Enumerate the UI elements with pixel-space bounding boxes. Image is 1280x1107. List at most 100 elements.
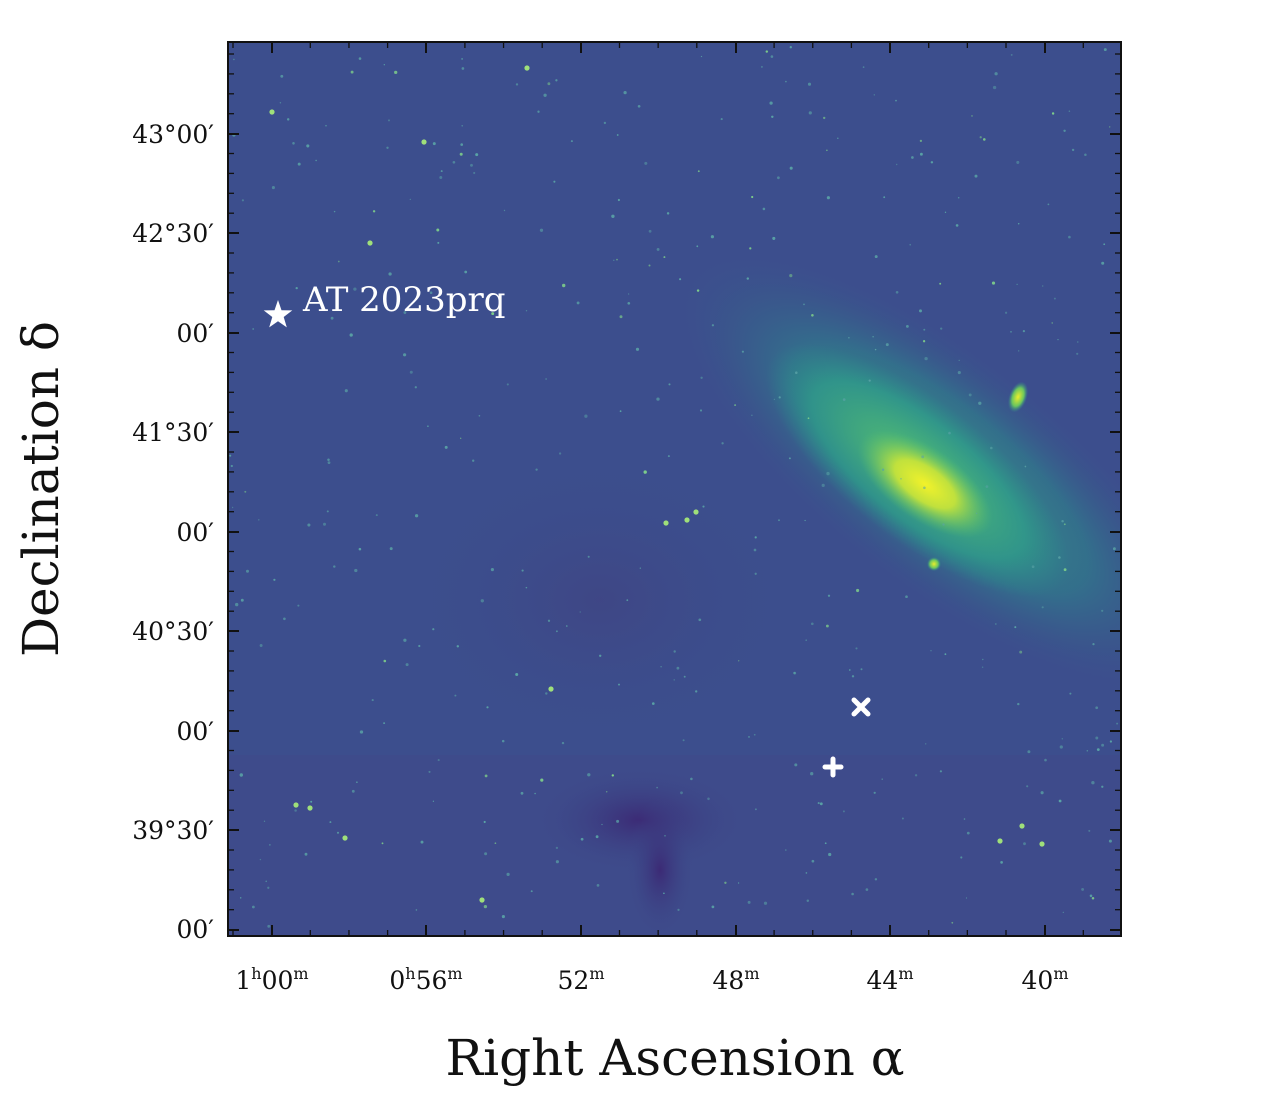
star-dot [1040, 791, 1044, 795]
star-dot [1044, 758, 1047, 762]
star-dot [901, 817, 904, 820]
star-dot [265, 880, 267, 883]
star-dot [454, 694, 457, 697]
star-dot [1010, 53, 1013, 56]
star-dot [494, 842, 497, 845]
star-dot [1086, 749, 1089, 752]
x-axis-label: Right Ascension α [445, 1029, 904, 1087]
dec-tick-label: 00′ [177, 319, 215, 348]
star-dot [230, 464, 233, 468]
star-dot [994, 623, 997, 625]
star-dot [1092, 642, 1095, 646]
star-dot [241, 199, 245, 202]
star-dot [350, 70, 354, 74]
star-dot [286, 118, 290, 121]
star-dot [329, 821, 332, 824]
star-dot [545, 378, 547, 380]
star-dot [648, 264, 651, 267]
star-dot [603, 121, 607, 125]
star-dot [616, 258, 618, 261]
galaxy-core [857, 430, 993, 538]
star-dot [905, 324, 909, 328]
star-dot [258, 519, 260, 521]
star-dot [837, 137, 839, 140]
star-dot [1042, 285, 1044, 287]
star-dot [874, 255, 878, 259]
star-dot [336, 831, 340, 834]
star-dot [909, 243, 911, 246]
star-dot [848, 669, 851, 671]
star-dot [695, 690, 698, 693]
star-dot [746, 277, 749, 280]
star-dot [710, 235, 714, 239]
star-dot [942, 523, 945, 526]
star-dot [895, 99, 897, 102]
star-dot [271, 186, 275, 190]
star-dot [356, 781, 358, 783]
star-dot [683, 675, 686, 678]
star-dot [778, 519, 780, 522]
ra-tick-labels: 1h00m 0h56m 52m 48m 44m 40m [235, 964, 1068, 995]
star-dot [259, 644, 263, 647]
star-dot [885, 343, 889, 347]
star-dot [587, 555, 590, 558]
star-dot [1096, 748, 1100, 751]
star-dot [506, 872, 510, 877]
ra-tick-label: 0h56m [389, 964, 462, 995]
ra-tick-label: 52m [558, 964, 605, 995]
star-dot [944, 211, 947, 213]
dec-tick-labels: 43°00′ 42°30′ 00′ 41°30′ 00′ 40°30′ 00′ … [132, 120, 214, 944]
dark-region-center [400, 450, 800, 750]
star-dot [754, 536, 757, 539]
star-dot [561, 741, 565, 745]
star-dot [968, 393, 972, 397]
star-dot [771, 115, 774, 119]
star-dot [576, 301, 580, 305]
star-dot [789, 166, 793, 170]
star-dot [1062, 911, 1064, 914]
axis-ticks [228, 42, 1121, 936]
star-dot [233, 58, 235, 61]
star-dot [648, 229, 652, 233]
star-dot [386, 146, 389, 149]
star-dot [930, 161, 934, 164]
plot-frame [227, 41, 1122, 937]
star-dot [1051, 322, 1053, 324]
star-dot [762, 207, 766, 211]
star-dot [626, 599, 629, 602]
star-dot [905, 595, 908, 599]
star-dot [643, 470, 647, 474]
star-dot [388, 272, 392, 276]
star-dot [337, 260, 340, 263]
star-dot [985, 485, 989, 488]
star-dot [472, 459, 475, 462]
bright-star [693, 509, 699, 515]
star-dot [826, 471, 830, 476]
star-dot [673, 679, 675, 681]
star-dot [663, 892, 665, 895]
star-dot [283, 617, 286, 621]
star-dot [480, 599, 484, 603]
star-dot [403, 638, 407, 642]
star-dot [269, 844, 271, 846]
star-dot [805, 872, 808, 874]
star-dot [765, 50, 769, 53]
star-dot [1010, 331, 1012, 333]
star-dot [711, 324, 715, 327]
star-dot [664, 834, 666, 837]
star-dot [741, 350, 744, 353]
star-dot [738, 660, 740, 662]
star-dot [1071, 148, 1075, 152]
star-dot [828, 852, 832, 857]
star-dot [601, 823, 603, 826]
star-dot [1091, 896, 1095, 900]
star-dot [868, 379, 871, 382]
star-dot [734, 404, 737, 407]
star-dot [810, 772, 814, 776]
star-dot [1057, 338, 1059, 341]
star-dot [432, 628, 435, 631]
star-marker-icon [263, 300, 293, 328]
star-dot [432, 142, 436, 146]
star-dot [280, 74, 284, 78]
bright-star [479, 897, 485, 903]
